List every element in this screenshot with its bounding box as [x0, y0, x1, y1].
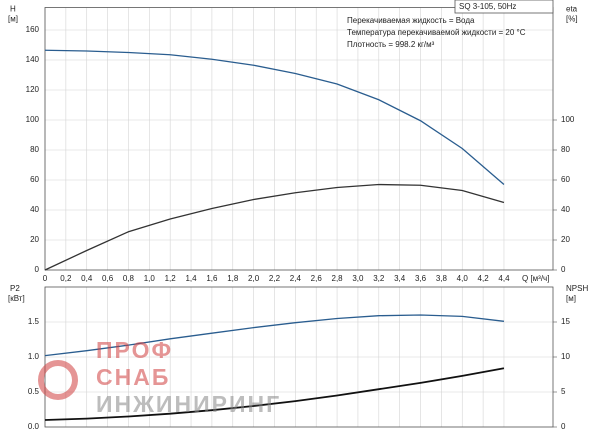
y-tick-label: 20	[30, 235, 39, 244]
chart-title: SQ 3-105, 50Hz	[459, 2, 516, 11]
y-tick-label: 60	[30, 175, 39, 184]
x-tick-label: 1,0	[144, 274, 156, 283]
y-axis-label: H	[10, 5, 16, 14]
y2-axis-label: eta	[566, 5, 578, 14]
y-tick-label: 0.0	[28, 422, 40, 431]
y-tick-label: 1.5	[28, 317, 40, 326]
y-axis-unit: [м]	[8, 15, 18, 24]
x-axis-label: Q [м³/ч]	[522, 274, 549, 283]
y2-tick-label: 10	[561, 352, 570, 361]
x-tick-label: 4,4	[498, 274, 510, 283]
plot: 0.0 0.5 1.0 1.5 0 5 10 15 P2[кВт] NPSH[м]	[8, 284, 588, 431]
y2-tick-label: 20	[561, 235, 570, 244]
watermark-text: СНАБ	[96, 364, 170, 390]
y2-tick-label: 5	[561, 387, 566, 396]
plot-frame	[44, 286, 554, 428]
plot: 0 0,2 0,4 0,6 0,8 1,0 1,2 1,4 1,6 1,8 2,0 2,2 2,4 2,6…	[8, 0, 578, 283]
x-tick-label: 3,0	[352, 274, 364, 283]
x-tick-label: 1,8	[227, 274, 239, 283]
watermark-logo	[38, 360, 78, 400]
title-box	[454, 0, 554, 14]
y2-tick-label: 80	[561, 145, 570, 154]
y2-tick-label: 100	[561, 115, 575, 124]
y2-tick-label: 40	[561, 205, 570, 214]
y-tick-label: 140	[26, 55, 40, 64]
y2-tick-label: 0	[561, 422, 566, 431]
x-tick-label: 0,2	[60, 274, 72, 283]
y-tick-label: 0.5	[28, 387, 40, 396]
y2-tick-label: 60	[561, 175, 570, 184]
y-tick-label: 160	[26, 25, 40, 34]
y2-axis-unit: [%]	[566, 15, 578, 24]
x-tick-label: 1,4	[185, 274, 197, 283]
x-tick-label: 0,4	[81, 274, 93, 283]
plot-frame	[44, 7, 554, 271]
x-tick-label: 3,6	[415, 274, 427, 283]
x-tick-label: 2,0	[248, 274, 260, 283]
x-tick-label: 3,4	[394, 274, 406, 283]
annotation: Температура перекачиваемой жидкости = 20…	[347, 28, 526, 37]
y-tick-label: 40	[30, 205, 39, 214]
x-tick-label: 0	[43, 274, 48, 283]
y-tick-label: 1.0	[28, 352, 40, 361]
x-tick-label: 4,0	[457, 274, 469, 283]
y2-axis-unit: [м]	[566, 294, 576, 303]
x-tick-label: 0,8	[123, 274, 135, 283]
x-tick-label: 3,8	[436, 274, 448, 283]
y2-axis-label: NPSH	[566, 284, 588, 293]
y2-tick-label: 15	[561, 317, 570, 326]
data-line	[44, 314, 505, 357]
data-line	[44, 183, 505, 271]
watermark: ПРОФ СНАБ ИНЖИНИРИНГ	[38, 337, 281, 417]
y-tick-label: 100	[26, 115, 40, 124]
plots: 0 0,2 0,4 0,6 0,8 1,0 1,2 1,4 1,6 1,8 2,0 2,2 2,4 2,6…	[8, 0, 588, 431]
watermark-text: ИНЖИНИРИНГ	[96, 391, 281, 417]
x-tick-label: 3,2	[373, 274, 385, 283]
x-tick-label: 2,6	[311, 274, 323, 283]
y-tick-label: 80	[30, 145, 39, 154]
y-axis-label: P2	[10, 284, 20, 293]
x-tick-label: 2,2	[269, 274, 281, 283]
y-tick-label: 0	[35, 265, 40, 274]
x-tick-label: 2,4	[290, 274, 302, 283]
annotation: Перекачиваемая жидкость = Вода	[347, 16, 475, 25]
x-tick-label: 1,2	[165, 274, 177, 283]
x-tick-label: 0,6	[102, 274, 114, 283]
watermark-text: ПРОФ	[96, 337, 173, 363]
annotation: Плотность = 998.2 кг/м³	[347, 40, 435, 49]
y2-tick-label: 0	[561, 265, 566, 274]
x-tick-label: 4,2	[478, 274, 490, 283]
y-axis-unit: [кВт]	[8, 294, 25, 303]
x-tick-label: 2,8	[332, 274, 344, 283]
y-tick-label: 120	[26, 85, 40, 94]
data-line	[44, 367, 505, 421]
x-tick-label: 1,6	[206, 274, 218, 283]
data-line	[44, 49, 505, 185]
